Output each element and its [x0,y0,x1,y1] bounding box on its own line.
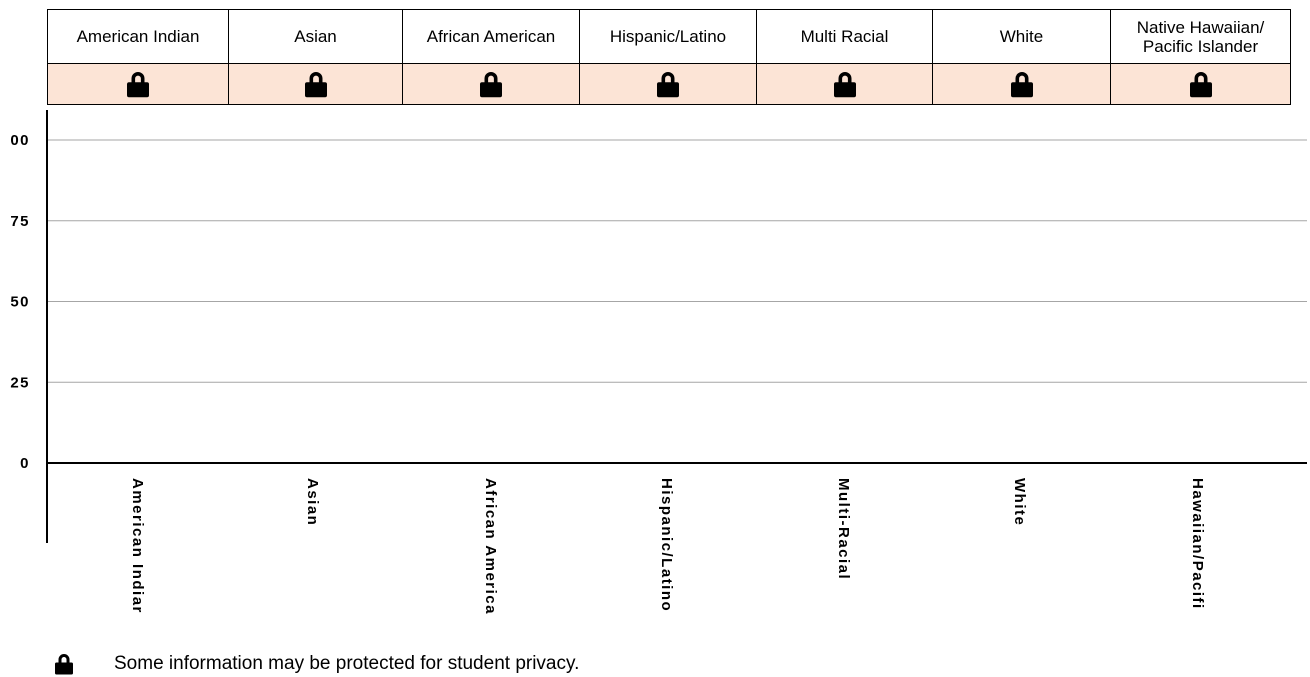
group-name-row: American Indian Asian African American Hisp… [47,9,1291,64]
lock-icon [1007,69,1037,99]
group-header-label: Hispanic/Latino [609,27,727,46]
x-tick-label: Multi-Racial [835,478,852,580]
group-header-label: Asian [294,27,337,46]
group-header-cell: White [932,9,1111,64]
group-header-label: American Indian [76,27,200,46]
x-tick-label: Hispanic/Latino [658,478,675,612]
footnote-text: Some information may be protected for st… [114,653,580,674]
y-tick-label: 0 [20,455,30,472]
lock-icon [301,69,331,99]
privacy-status-row [47,63,1291,105]
group-header-label: Pacific Islander [1142,36,1259,56]
privacy-status-cell [932,63,1111,105]
x-tick-label: White [1011,478,1028,526]
privacy-footnote: Some information may be protected for st… [52,651,579,677]
lock-icon [830,69,860,99]
y-tick-label: 25 [10,374,30,391]
group-header-cell: Hispanic/Latino [579,9,757,64]
privacy-status-cell [402,63,580,105]
x-tick-label: Hawaiian/Pacifi [1189,478,1206,610]
group-header-cell: Native Hawaiian/Pacific Islander [1110,9,1291,64]
lock-icon [476,69,506,99]
y-tick-label: 75 [10,213,30,230]
demographic-header-table: American Indian Asian African American Hisp… [47,9,1291,105]
privacy-status-cell [756,63,933,105]
privacy-status-cell [228,63,403,105]
privacy-status-cell [579,63,757,105]
group-header-label: Multi Racial [800,27,889,46]
group-header-label: Native Hawaiian/ [1136,17,1265,37]
lock-icon [653,69,683,99]
lock-icon [123,69,153,99]
privacy-status-cell [1110,63,1291,105]
group-header-label: African American [426,27,556,46]
group-header-cell: Multi Racial [756,9,933,64]
x-tick-label: African America [482,478,499,615]
group-header-label: White [999,27,1044,46]
privacy-status-cell [47,63,229,105]
group-header-cell: American Indian [47,9,229,64]
lock-icon [1186,69,1216,99]
y-tick-label: 50 [10,294,30,311]
x-tick-label: American Indiar [129,478,146,614]
x-tick-label: Asian [304,478,321,526]
lock-icon [52,652,76,676]
y-tick-label: 00 [10,132,30,149]
